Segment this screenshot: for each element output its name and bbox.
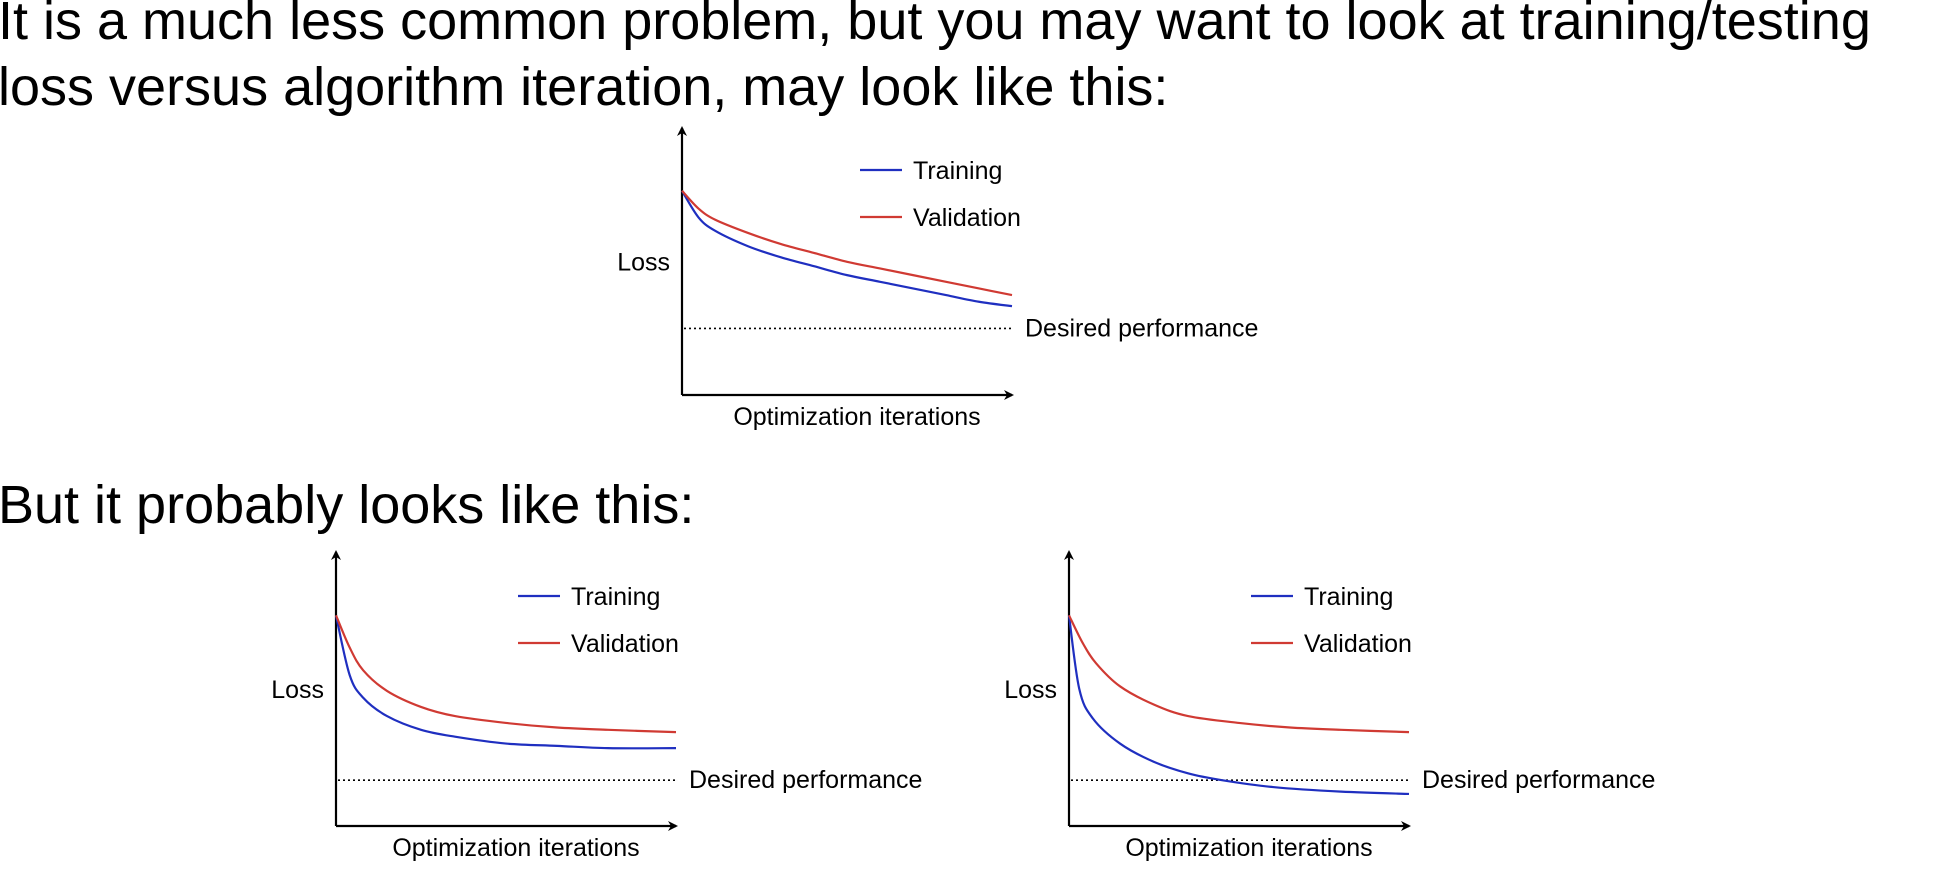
legend-label-training: Training [913,157,1002,185]
legend-label-validation: Validation [571,630,679,658]
chart-3: Desired performance Training Validation Los… [1004,550,1655,862]
y-axis-label: Loss [617,249,670,277]
series-line-validation [1068,614,1410,734]
series-line-training [681,190,1013,308]
chart-1: Desired performance Training Validation Los… [617,126,1258,431]
y-axis-label: Loss [271,676,324,704]
second-text: But it probably looks like this: [0,475,695,535]
chart-2: Desired performance Training Validation Los… [271,550,922,862]
legend-label-training: Training [1304,583,1393,611]
series-line-training [1067,615,1410,796]
x-axis-label: Optimization iterations [1125,834,1372,862]
y-axis-label: Loss [1004,676,1057,704]
series-line-validation [334,614,677,734]
legend-label-training: Training [571,583,660,611]
legend-label-validation: Validation [1304,630,1412,658]
series-line-training [334,615,677,750]
legend-label-validation: Validation [913,204,1021,232]
x-axis-label: Optimization iterations [392,834,639,862]
desired-performance-label: Desired performance [1025,314,1258,342]
series-line-validation [681,190,1013,297]
x-axis-label: Optimization iterations [733,403,980,431]
desired-performance-label: Desired performance [1422,766,1655,794]
intro-text: It is a much less common problem, but yo… [0,0,1871,117]
desired-performance-label: Desired performance [689,766,922,794]
